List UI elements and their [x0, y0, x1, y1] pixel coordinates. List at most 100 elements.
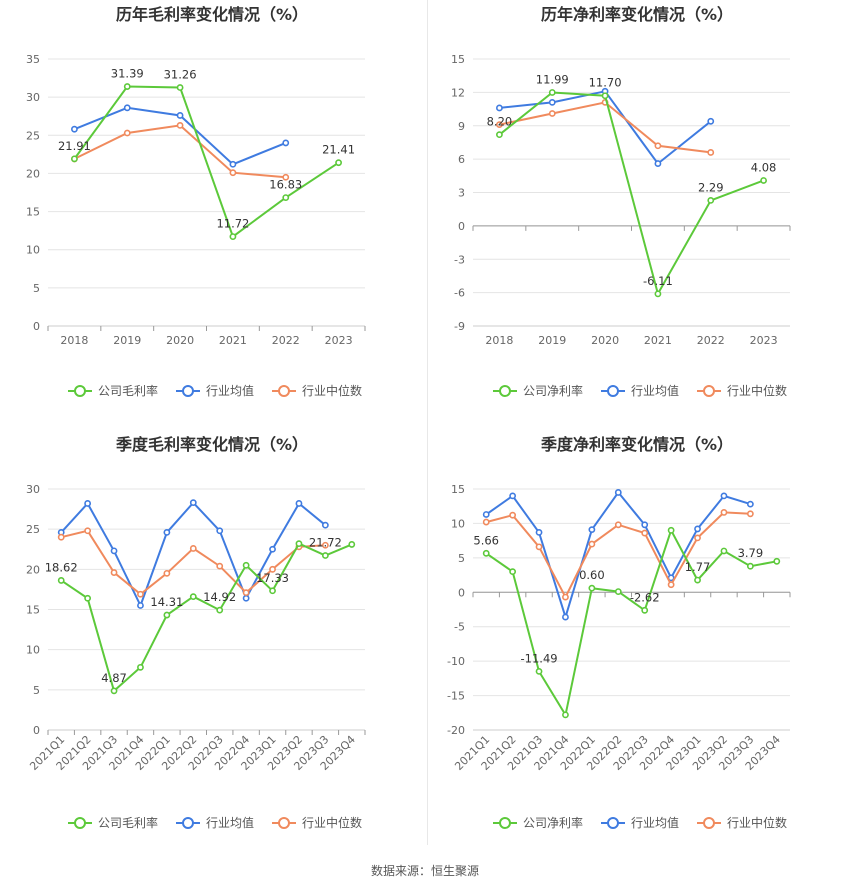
- data-label: 31.26: [164, 68, 197, 82]
- data-label: 14.92: [203, 590, 236, 604]
- data-label: -2.62: [630, 590, 660, 604]
- x-tick-label: 2023: [750, 334, 778, 347]
- legend-swatch-marker: [278, 385, 290, 397]
- series-line-median: [73, 124, 286, 179]
- data-point-company: [57, 577, 65, 584]
- data-point-avg: [242, 594, 250, 602]
- data-point-median: [176, 121, 184, 129]
- data-point-company: [163, 611, 171, 619]
- chart-title: 历年毛利率变化情况（%）: [116, 5, 308, 24]
- data-point-company: [707, 196, 715, 204]
- data-point-median: [321, 541, 329, 549]
- data-point-company: [548, 89, 556, 96]
- data-point-avg: [84, 500, 92, 507]
- data-point-median: [535, 543, 543, 551]
- legend-swatch-marker: [499, 385, 511, 397]
- data-point-median: [482, 518, 490, 526]
- data-point-company: [137, 663, 144, 671]
- data-point-company: [773, 557, 781, 565]
- legend-swatch-marker: [278, 817, 290, 829]
- legend-item-company: 公司毛利率: [68, 815, 158, 830]
- y-tick-label: 3: [458, 187, 465, 200]
- chart-quarterly-gross-margin: 季度毛利率变化情况（%）0510152025302021Q12021Q22021…: [26, 435, 366, 830]
- legend-label: 行业中位数: [727, 383, 787, 398]
- data-point-avg: [229, 160, 237, 168]
- data-point-avg: [694, 525, 701, 533]
- panel-divider: [427, 0, 428, 845]
- data-point-avg: [707, 117, 715, 125]
- y-tick-label: 15: [26, 206, 40, 219]
- data-point-company: [269, 587, 276, 595]
- data-label: -11.49: [521, 651, 558, 665]
- data-point-company: [176, 84, 184, 91]
- chart-panel-quarterly-net-margin: 季度净利率变化情况（%） -20 -15 -10 -5 0 5 10 15 2021Q1 2021Q…: [425, 430, 850, 860]
- chart-panel-annual-gross-margin: 历年毛利率变化情况（%） 0 5 10 15 20 25 30 35 2018 2019 2020 20…: [0, 0, 425, 430]
- data-point-median: [110, 569, 118, 576]
- y-tick-label: -5: [454, 621, 465, 634]
- legend-label: 公司毛利率: [98, 383, 158, 398]
- y-tick-label: 0: [458, 586, 465, 599]
- legend-item-median: 行业中位数: [272, 815, 362, 830]
- data-point-avg: [588, 526, 596, 534]
- legend-item-median: 行业中位数: [697, 815, 787, 830]
- data-point-avg: [216, 527, 224, 535]
- data-point-company: [667, 526, 675, 534]
- y-tick-label: 6: [458, 153, 465, 166]
- data-point-company: [509, 568, 517, 576]
- chart-title: 季度净利率变化情况（%）: [540, 435, 733, 454]
- series-line-company: [485, 527, 777, 718]
- data-point-avg: [720, 492, 728, 500]
- series-line-avg: [60, 501, 327, 609]
- data-point-company: [348, 541, 356, 548]
- data-point-avg: [176, 112, 184, 119]
- data-point-company: [654, 290, 662, 298]
- data-label: 11.70: [589, 76, 622, 90]
- data-point-avg: [189, 499, 197, 507]
- data-point-median: [189, 545, 197, 552]
- x-tick-label: 2020: [166, 334, 194, 347]
- legend-label: 行业均值: [206, 815, 254, 830]
- y-tick-label: 20: [26, 167, 40, 180]
- y-tick-label: 9: [458, 120, 465, 133]
- legend-swatch-marker: [607, 817, 619, 829]
- y-tick-label: -6: [454, 287, 465, 300]
- y-tick-label: 25: [26, 129, 40, 142]
- legend-label: 行业中位数: [302, 815, 362, 830]
- y-tick-label: 35: [26, 53, 40, 66]
- data-point-median: [562, 593, 569, 601]
- data-label: 21.72: [309, 536, 342, 550]
- data-point-avg: [295, 500, 303, 507]
- y-tick-label: 30: [26, 91, 40, 104]
- data-label: 31.39: [111, 67, 144, 81]
- data-label: 4.87: [101, 671, 127, 685]
- data-point-avg: [548, 98, 556, 106]
- legend-label: 行业均值: [206, 383, 254, 398]
- data-point-company: [229, 233, 237, 240]
- x-tick-label: 2021: [644, 334, 672, 347]
- data-label: 16.83: [269, 178, 302, 192]
- legend-item-avg: 行业均值: [601, 815, 679, 830]
- data-point-median: [509, 511, 517, 519]
- data-point-company: [335, 159, 342, 167]
- data-point-median: [163, 569, 171, 577]
- legend-item-company: 公司净利率: [493, 383, 583, 398]
- data-label: 21.91: [58, 139, 91, 153]
- data-point-company: [641, 606, 649, 614]
- data-label: -6.11: [643, 274, 673, 288]
- data-point-company: [242, 561, 250, 569]
- data-point-median: [269, 565, 276, 573]
- data-point-avg: [321, 521, 329, 529]
- data-point-median: [707, 149, 715, 156]
- legend-item-median: 行业中位数: [697, 383, 787, 398]
- y-tick-label: 15: [451, 483, 465, 496]
- data-point-company: [562, 711, 569, 719]
- data-point-avg: [282, 139, 290, 147]
- legend-label: 公司毛利率: [98, 815, 158, 830]
- data-label: 5.66: [473, 533, 499, 547]
- legend-item-avg: 行业均值: [601, 383, 679, 398]
- data-point-company: [123, 83, 131, 90]
- y-tick-label: 0: [33, 724, 40, 737]
- data-point-avg: [535, 528, 543, 536]
- data-point-company: [720, 547, 728, 555]
- data-point-company: [189, 593, 197, 601]
